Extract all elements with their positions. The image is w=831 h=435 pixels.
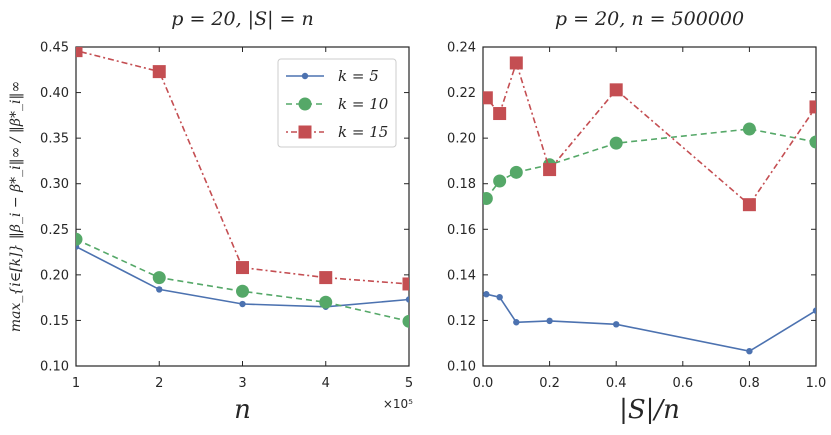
y-tick-label: 0.25 — [40, 223, 69, 238]
axes-frame — [482, 46, 817, 367]
legend-box — [277, 58, 397, 148]
legend-label-k5: k = 5 — [338, 67, 379, 85]
legend-marker-k5 — [301, 72, 309, 80]
data-point-k15 — [236, 261, 249, 275]
data-point-k15 — [483, 91, 493, 105]
series-line-k15 — [485, 60, 816, 206]
y-tick-label: 0.20 — [40, 268, 69, 283]
data-point-k10 — [483, 192, 493, 206]
data-point-k5 — [239, 300, 246, 308]
y-tick-label: 0.22 — [447, 86, 476, 101]
data-point-k5 — [613, 321, 620, 328]
x-tick-label: 4 — [322, 376, 330, 391]
data-point-k15 — [809, 100, 816, 114]
data-point-k5 — [496, 293, 503, 301]
data-point-k15 — [543, 163, 557, 177]
x-tick-label: 5 — [405, 376, 413, 391]
x-tick-label: 0.8 — [739, 376, 760, 391]
data-point-k10 — [809, 135, 816, 149]
y-tick-label: 0.35 — [40, 132, 69, 147]
x-tick-label: 2 — [155, 376, 163, 391]
chart-title: p = 20, |S| = n — [171, 8, 313, 30]
series-line-k10 — [76, 238, 409, 323]
x-tick-label: 0.4 — [606, 376, 627, 391]
y-tick-label: 0.16 — [447, 223, 476, 238]
series-line-k10 — [485, 128, 816, 199]
plot-area — [76, 47, 409, 328]
data-point-k15 — [402, 277, 409, 291]
data-point-k15 — [152, 65, 166, 79]
y-tick-label: 0.40 — [40, 86, 69, 101]
data-point-k5 — [812, 307, 816, 314]
data-point-k15 — [493, 107, 507, 121]
data-point-k5 — [483, 291, 490, 298]
y-tick-label: 0.12 — [447, 314, 476, 329]
legend: k = 5 k = 10 k = 15 — [277, 58, 397, 148]
x-tick-label: 1 — [72, 376, 80, 391]
data-point-k10 — [152, 271, 166, 285]
right-panel: 0.10 0.12 0.14 0.16 0.18 0.20 0.22 0.24 0.0 0.2 0.… — [447, 8, 826, 425]
left-panel: 0.10 0.15 0.20 0.25 0.30 0.35 0.40 0.45 1 2 3 4 5 p =… — [8, 8, 413, 425]
data-point-k10 — [76, 232, 83, 246]
data-point-k15 — [742, 198, 756, 212]
x-tick-label: 1.0 — [806, 376, 827, 391]
data-point-k10 — [319, 295, 333, 309]
y-tick-label: 0.18 — [447, 177, 476, 192]
x-tick-label: 0.2 — [539, 376, 560, 391]
legend-label-k10: k = 10 — [338, 95, 389, 113]
data-point-k5 — [513, 319, 520, 326]
y-tick-label: 0.10 — [40, 360, 69, 375]
data-point-k5 — [746, 347, 753, 355]
series-line-k5 — [76, 245, 409, 308]
data-point-k15 — [509, 56, 523, 70]
data-point-k5 — [156, 286, 163, 293]
legend-marker-k10 — [298, 97, 312, 111]
series-line-k15 — [76, 49, 409, 285]
chart-title: p = 20, n = 500000 — [555, 8, 744, 30]
data-point-k15 — [76, 47, 83, 58]
legend-marker-k15 — [298, 125, 312, 139]
y-tick-label: 0.30 — [40, 177, 69, 192]
y-axis-label: max_{i∈[k]} ‖β_i − β*_i‖∞ / ‖β*_i‖∞ — [8, 81, 24, 332]
x-axis-multiplier: ×10⁵ — [383, 397, 413, 411]
x-tick-label: 0.6 — [672, 376, 693, 391]
legend-label-k15: k = 15 — [338, 123, 388, 141]
data-point-k10 — [493, 174, 507, 188]
series-line-k5 — [486, 293, 816, 353]
data-point-k5 — [546, 317, 553, 325]
x-tick-label: 0.0 — [473, 376, 494, 391]
y-tick-label: 0.24 — [447, 41, 476, 56]
y-tick-label: 0.14 — [447, 268, 476, 283]
data-point-k10 — [402, 314, 409, 328]
y-tick-label: 0.20 — [447, 132, 476, 147]
y-tick-label: 0.10 — [447, 360, 476, 375]
data-point-k10 — [509, 165, 523, 179]
data-point-k10 — [742, 122, 756, 136]
data-point-k10 — [609, 136, 623, 150]
data-point-k5 — [405, 296, 409, 303]
data-point-k15 — [319, 271, 333, 285]
data-point-k10 — [236, 284, 249, 298]
plot-area — [483, 56, 816, 355]
y-tick-label: 0.15 — [40, 314, 69, 329]
x-tick-label: 3 — [238, 376, 246, 391]
y-tick-label: 0.45 — [40, 41, 69, 56]
x-axis-label: |S|/n — [619, 395, 680, 425]
data-point-k15 — [609, 83, 623, 97]
x-axis-label: n — [234, 395, 251, 425]
